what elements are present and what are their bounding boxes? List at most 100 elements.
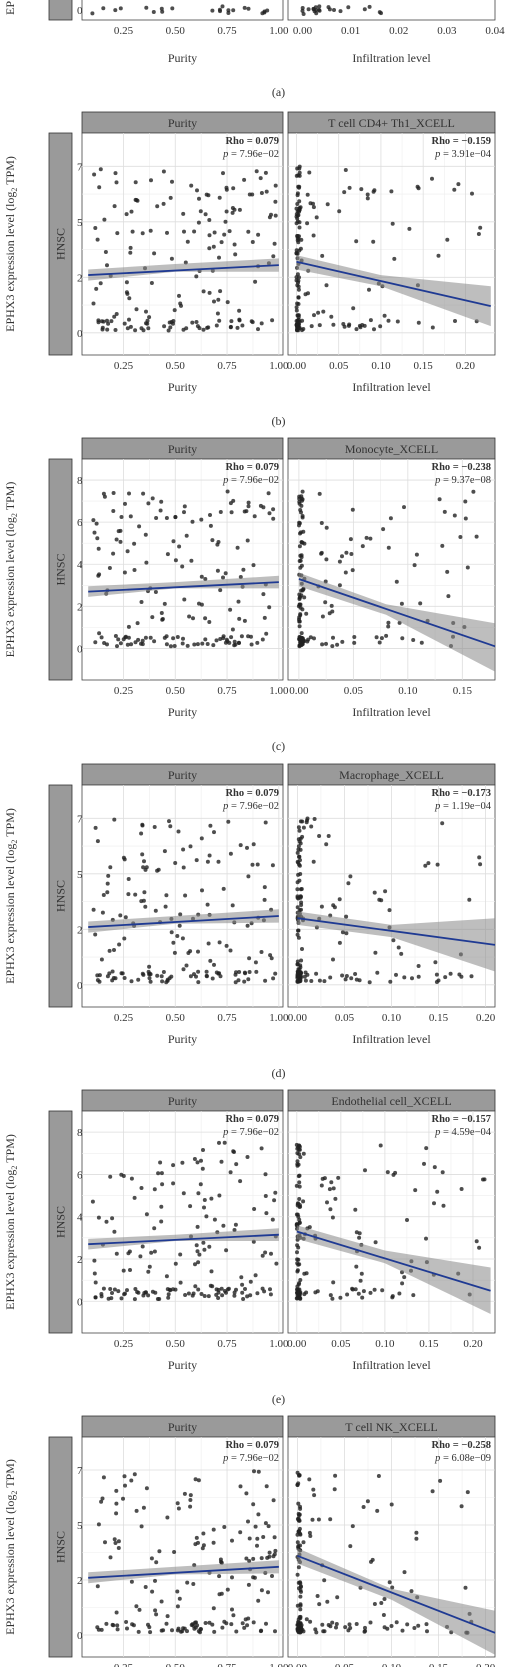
sample-point [246,229,251,234]
infiltration-subplot: Macrophage_XCELL Rho = −0.173 p = 1.19e−04… [287,763,496,1046]
sample-point [242,618,247,623]
sample-point [229,319,234,324]
x-axis-label: Purity [168,705,197,719]
sample-point [239,634,244,639]
sample-point [159,1599,164,1604]
sample-point [324,557,329,562]
x-tick-label: 0.03 [437,25,457,37]
sample-point [247,1559,252,1563]
sample-point [127,296,132,301]
sample-point [255,1291,260,1296]
sample-point [184,963,189,968]
sample-point [100,1496,105,1501]
x-tick-label: 0.75 [217,685,237,697]
sample-point [146,326,151,331]
sample-point [330,1296,335,1301]
sample-point [251,1620,256,1625]
sample-point [272,1198,277,1203]
sample-point [300,540,305,545]
sample-point [459,1187,464,1191]
sample-point [134,1508,139,1513]
sample-point [93,825,98,830]
p-value: p = 4.59e−04 [434,1127,492,1138]
sample-point [114,1610,119,1615]
sample-point [199,1158,203,1163]
sample-point [196,949,200,954]
sample-point [264,1484,269,1489]
sample-point [228,607,233,612]
sample-point [353,1207,358,1212]
sample-point [92,1271,97,1276]
sample-point [160,1182,165,1187]
sample-point [329,314,334,319]
sample-point [346,323,351,328]
regression-line [88,581,279,593]
sample-point [195,1160,200,1165]
sample-point [320,1622,325,1627]
facet-title: T cell CD4+ Th1_XCELL [328,116,455,130]
sample-point [296,1214,301,1219]
sample-point [329,603,334,608]
x-tick-label: 0.05 [335,1662,355,1667]
sample-point [217,195,222,200]
sample-point [99,635,104,640]
sample-point [129,979,134,984]
sample-point [154,1560,159,1565]
sample-point [246,1582,251,1587]
sample-point [388,979,393,984]
sample-point [202,1205,206,1210]
sample-point [470,191,474,196]
sample-point [113,8,118,13]
cancer-strip [48,0,73,21]
sample-point [357,323,362,328]
sample-point [205,902,210,907]
sample-point [224,1290,228,1295]
sample-point [137,524,142,529]
sample-point [317,323,322,328]
sample-point [194,320,199,324]
sample-point [231,8,236,13]
sample-point [96,546,101,551]
sample-point [207,620,212,624]
sample-point [382,1597,387,1601]
sample-point [195,642,200,647]
p-symbol: p [222,1453,228,1464]
sample-point [319,1183,324,1188]
sample-point [96,320,101,325]
sample-point [205,642,210,646]
sample-point [332,905,337,910]
sample-point [425,1629,429,1634]
x-tick-label: 0.25 [114,1662,134,1667]
sample-point [114,180,119,185]
sample-point [195,1224,200,1229]
sample-point [121,855,126,860]
sample-point [231,498,236,503]
sample-point [232,242,237,247]
sample-point [192,1157,197,1161]
sample-point [324,842,329,847]
sample-point [219,1559,223,1564]
sample-point [295,1151,300,1156]
sample-point [101,1475,106,1480]
sample-point [125,549,130,554]
sample-point [265,8,270,13]
sample-point [304,1271,309,1276]
sample-point [211,244,216,249]
sample-point [247,1536,252,1541]
x-tick-label: 0.15 [453,685,473,697]
x-axis-label: Purity [168,1032,197,1046]
sample-point [188,844,193,849]
sample-point [248,1279,253,1284]
sample-point [191,1582,196,1586]
x-axis-label: Purity [168,51,197,65]
sample-point [91,907,96,912]
x-tick-label: 0.20 [456,360,476,372]
sample-point [122,321,127,326]
y-axis-label-prefix: EPHX3 expression level (log [3,1170,17,1310]
sample-point [206,193,211,198]
sample-point [232,207,237,212]
sample-point [252,1207,257,1211]
sample-point [357,1231,362,1236]
sample-point [351,306,356,311]
sample-point [177,1596,182,1601]
